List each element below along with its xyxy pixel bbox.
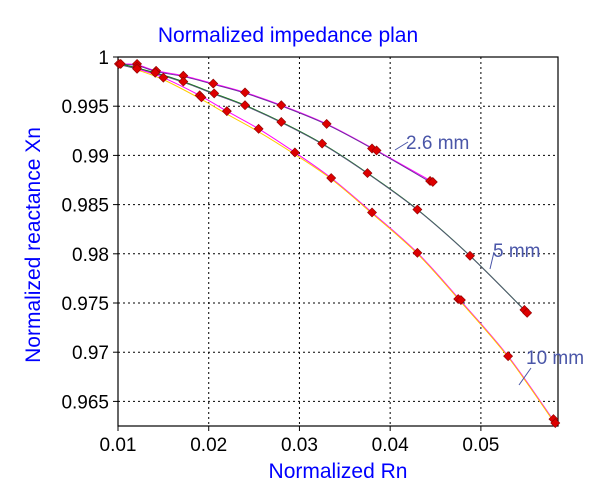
data-point-2-6mm xyxy=(240,87,250,98)
x-tick-label: 0.05 xyxy=(462,435,499,456)
data-point-10mm xyxy=(550,418,561,428)
data-point-2-6mm xyxy=(178,70,189,81)
data-point-10mm xyxy=(132,63,142,74)
y-tick-label: 0.97 xyxy=(72,343,109,364)
curves xyxy=(118,63,556,425)
plot-frame xyxy=(117,56,559,427)
data-point-5mm xyxy=(115,58,126,69)
data-point-5mm xyxy=(522,307,533,318)
chart-title: Normalized impedance plan xyxy=(158,24,418,47)
data-point-5mm xyxy=(240,100,250,111)
data-point-5mm xyxy=(276,116,287,127)
x-tick-label: 0.01 xyxy=(100,435,137,456)
series-label-leader-5mm xyxy=(489,251,495,270)
series-line-2-6mm-0 xyxy=(118,63,434,183)
y-tick-label: 0.995 xyxy=(61,97,109,118)
data-point-5mm xyxy=(465,250,475,261)
y-tick-label: 1 xyxy=(98,48,109,69)
x-tick-label: 0.02 xyxy=(190,435,227,456)
series-label-leader-10mm xyxy=(518,367,532,386)
data-point-2-6mm xyxy=(276,100,287,111)
data-point-2-6mm xyxy=(427,177,438,187)
y-tick-label: 0.99 xyxy=(72,146,109,167)
data-point-10mm xyxy=(158,72,169,83)
data-point-10mm xyxy=(412,247,423,258)
markers xyxy=(113,58,561,428)
data-point-10mm xyxy=(367,207,377,218)
y-tick-label: 0.98 xyxy=(72,245,109,266)
data-point-5mm xyxy=(362,168,373,179)
data-point-10mm xyxy=(253,123,264,134)
x-tick-label: 0.03 xyxy=(281,435,318,456)
data-point-5mm xyxy=(317,138,328,149)
y-axis-label: Normalized reactance Xn xyxy=(22,127,45,363)
y-tick-label: 0.965 xyxy=(61,392,109,413)
y-tick-label: 0.985 xyxy=(61,196,109,217)
data-point-5mm xyxy=(150,67,161,78)
series-label-5mm: 5 mm xyxy=(493,241,541,262)
series-labels: 2.6 mm 5 mm 10 mm xyxy=(394,133,584,386)
series-line-2-6mm-1 xyxy=(118,63,433,184)
data-point-10mm xyxy=(289,147,300,158)
x-axis-label: Normalized Rn xyxy=(269,460,408,483)
data-point-10mm xyxy=(326,173,337,183)
data-point-5mm xyxy=(178,76,189,87)
data-point-2-6mm xyxy=(321,118,332,129)
ticks: 0.01 0.02 0.03 0.04 0.05 0.965 0.97 0.975 0.98 0.… xyxy=(61,48,499,456)
series-label-2-6mm: 2.6 mm xyxy=(406,133,469,154)
data-point-10mm xyxy=(503,351,514,362)
data-point-2-6mm xyxy=(208,78,219,89)
x-tick-label: 0.04 xyxy=(372,435,409,456)
data-point-10mm xyxy=(221,106,232,117)
series-line-5mm-1 xyxy=(120,64,528,314)
data-point-2-6mm xyxy=(371,145,382,156)
series-label-leader-2-6mm xyxy=(394,141,409,151)
data-point-10mm xyxy=(455,295,466,305)
y-tick-label: 0.975 xyxy=(61,294,109,315)
data-point-5mm xyxy=(209,88,220,99)
series-label-10mm: 10 mm xyxy=(526,348,584,369)
data-point-10mm xyxy=(196,92,207,103)
series-line-5mm-0 xyxy=(120,63,527,313)
grid xyxy=(118,57,558,426)
data-point-5mm xyxy=(412,204,423,215)
